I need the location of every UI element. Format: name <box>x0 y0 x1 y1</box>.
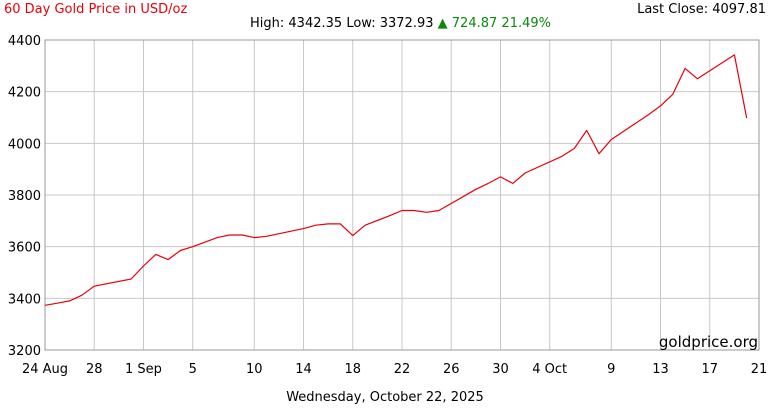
watermark-text: goldprice.org <box>658 333 758 351</box>
x-tick-label: 14 <box>295 362 312 377</box>
x-tick-label: 9 <box>607 362 615 377</box>
high-value: 4342.35 <box>288 16 343 31</box>
y-tick-label: 3400 <box>8 292 41 307</box>
y-tick-label: 4400 <box>8 34 41 49</box>
x-tick-label: 30 <box>492 362 509 377</box>
x-tick-label: 18 <box>344 362 361 377</box>
change-up-icon: ▲ <box>437 16 448 31</box>
plot-border <box>44 39 760 351</box>
chart-title: 60 Day Gold Price in USD/oz <box>4 2 188 17</box>
low-label: Low: <box>346 16 376 31</box>
y-tick-label: 4200 <box>8 86 41 101</box>
x-tick-label: 26 <box>443 362 460 377</box>
x-tick-label: 1 Sep <box>125 362 162 377</box>
x-tick-label: 13 <box>652 362 669 377</box>
x-tick-label: 10 <box>246 362 263 377</box>
y-tick-label: 3600 <box>8 241 41 256</box>
high-label: High: <box>250 16 285 31</box>
x-tick-label: 17 <box>701 362 718 377</box>
last-close: Last Close: 4097.81 <box>637 2 766 17</box>
y-tick-label: 4000 <box>8 137 41 152</box>
last-close-label: Last Close: <box>637 2 709 17</box>
y-axis: 3200 3400 3600 3800 4000 4200 4400 <box>8 34 41 359</box>
last-close-value: 4097.81 <box>712 2 766 17</box>
x-tick-label: 5 <box>189 362 197 377</box>
price-line <box>44 54 748 306</box>
x-axis: 24 Aug 28 1 Sep 5 10 14 18 22 26 30 4 Oct 9 13 17 21 <box>22 362 767 377</box>
series-layer <box>44 54 748 306</box>
x-tick-label: 22 <box>394 362 411 377</box>
x-tick-label: 21 <box>751 362 768 377</box>
change-percent: 21.49% <box>501 16 551 31</box>
change-value: 724.87 <box>451 16 498 31</box>
x-tick-label: 4 Oct <box>532 362 567 377</box>
grid-lines <box>44 39 760 351</box>
low-value: 3372.93 <box>379 16 434 31</box>
y-tick-label: 3200 <box>8 344 41 359</box>
y-tick-label: 3800 <box>8 189 41 204</box>
x-tick-label: 24 Aug <box>22 362 68 377</box>
price-stats: High: 4342.35 Low: 3372.93 ▲ 724.87 21.4… <box>250 16 551 31</box>
x-tick-label: 28 <box>86 362 103 377</box>
footer-date: Wednesday, October 22, 2025 <box>286 390 484 405</box>
